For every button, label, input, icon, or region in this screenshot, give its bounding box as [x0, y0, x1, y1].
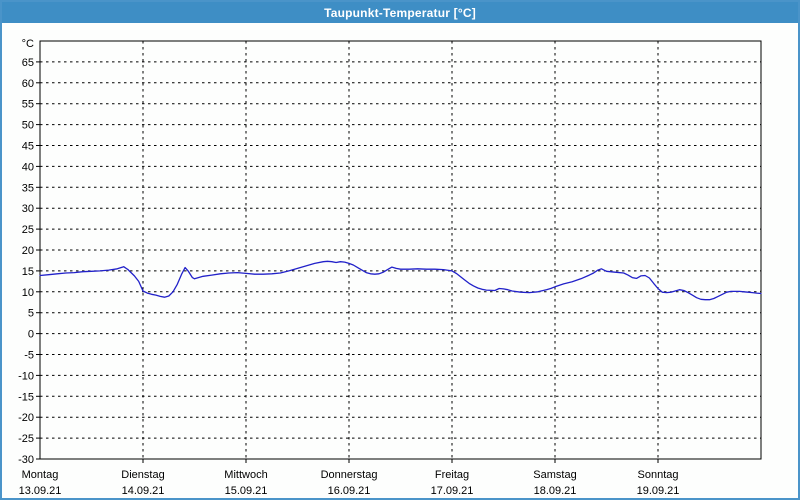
y-axis-labels: °C65605550454035302520151050-5-10-15-20-… — [18, 38, 34, 466]
y-tick-label: -30 — [18, 454, 34, 466]
y-tick-label: 10 — [22, 287, 34, 299]
y-tick-label: -15 — [18, 391, 34, 403]
y-tick-label: 40 — [22, 161, 34, 173]
x-day-label: Samstag — [533, 469, 576, 481]
y-tick-label: -25 — [18, 433, 34, 445]
y-tick-label: 65 — [22, 57, 34, 69]
x-axis-labels: Montag 13.09.21 Dienstag 14.09.21 Mittwoch 15… — [19, 469, 680, 497]
x-date-label: 13.09.21 — [19, 485, 62, 497]
chart-area: °C 65 60 55 50 45 40 35 30 25 20 15 10 5 0 -5 -10 -15 -20-… — [2, 23, 798, 498]
y-tick-label: 55 — [22, 99, 34, 111]
x-day-label: Dienstag — [121, 469, 164, 481]
y-tick-label: 15 — [22, 266, 34, 278]
y-tick-label: 5 — [28, 308, 34, 320]
x-date-label: 16.09.21 — [328, 485, 371, 497]
y-tick-label: 20 — [22, 245, 34, 257]
axis-ticks — [36, 61, 659, 463]
y-tick-label: 25 — [22, 224, 34, 236]
dewpoint-line-chart: °C65605550454035302520151050-5-10-15-20-… — [18, 38, 762, 497]
y-tick-label: 60 — [22, 78, 34, 90]
y-tick-label: -20 — [18, 412, 34, 424]
gridlines — [40, 41, 761, 459]
x-date-label: 14.09.21 — [122, 485, 165, 497]
x-date-label: 18.09.21 — [534, 485, 577, 497]
x-day-label: Montag — [22, 469, 59, 481]
window-title: Taupunkt-Temperatur [°C] — [324, 5, 476, 20]
y-axis-unit-label: °C — [22, 38, 34, 50]
y-tick-label: 45 — [22, 141, 34, 153]
y-tick-label: 0 — [28, 329, 34, 341]
y-tick-label: -5 — [24, 350, 34, 362]
x-day-label: Donnerstag — [321, 469, 378, 481]
y-tick-label: 35 — [22, 182, 34, 194]
x-day-label: Sonntag — [638, 469, 679, 481]
x-date-label: 17.09.21 — [431, 485, 474, 497]
y-tick-label: -10 — [18, 370, 34, 382]
x-date-label: 15.09.21 — [225, 485, 268, 497]
series-line — [39, 260, 762, 301]
window-titlebar: Taupunkt-Temperatur [°C] — [2, 2, 798, 23]
x-day-label: Mittwoch — [224, 469, 267, 481]
x-date-label: 19.09.21 — [637, 485, 680, 497]
y-tick-label: 50 — [22, 120, 34, 132]
x-day-label: Freitag — [435, 469, 469, 481]
y-tick-label: 30 — [22, 203, 34, 215]
